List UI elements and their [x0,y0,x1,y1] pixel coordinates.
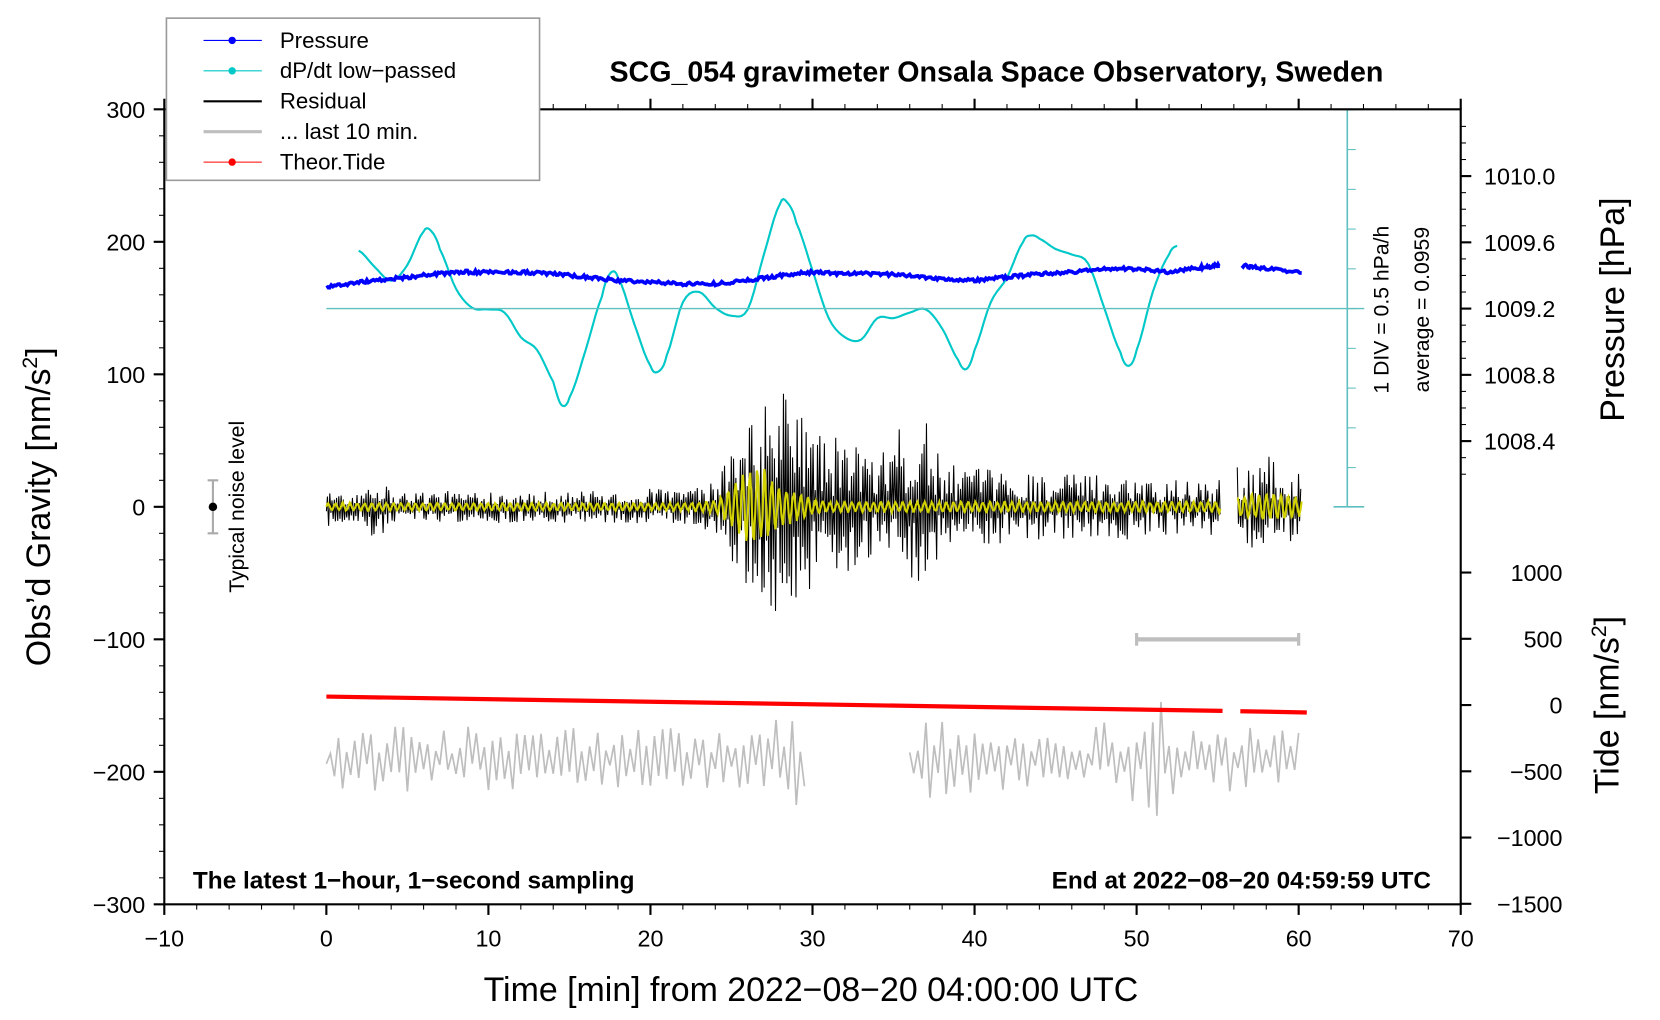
tide-tick-label: −1500 [1497,891,1563,917]
x-tick-label: 70 [1448,926,1474,952]
y-axis-title-left: Obs’d Gravity [nm/s2] [19,347,58,666]
x-tick-label: 20 [637,926,663,952]
legend-swatch-dot [228,158,236,166]
legend-swatch-dot [228,36,236,45]
y-tick-label-left: 0 [132,494,145,520]
y-tick-label-left: −100 [93,627,146,653]
y-axis-title-tide: Tide [nm/s2] [1588,616,1627,794]
series-last10-line [325,702,1300,816]
axes-layer: −10 0 10 20 30 40 50 60 703002001000−100−200−300… [93,97,1563,952]
y-tick-label-left: 300 [106,97,145,123]
x-tick-label: 40 [962,926,988,952]
tide-tick-label: 500 [1524,626,1563,652]
tide-tick-label: 1000 [1511,560,1563,586]
dpdt-scale-label: 1 DIV = 0.5 hPa/h [1371,226,1394,394]
y-tick-label-left: 200 [106,229,145,255]
pressure-tick-label: 1010.0 [1484,164,1555,190]
plot-frame [163,108,1462,906]
x-tick-label: −10 [145,926,185,952]
pressure-tick-label: 1009.6 [1484,230,1555,256]
legend-label: dP/dt low−passed [280,58,456,83]
pressure-tick-label: 1009.2 [1484,296,1555,322]
noise-level-label: Typical noise level [226,421,249,593]
legend-entry: Theor.Tide [203,150,386,175]
x-tick-label: 10 [475,926,501,952]
noise-level-dot [208,502,218,512]
x-tick-label: 0 [320,926,333,952]
legend-entry: dP/dt low−passed [203,58,456,83]
series-residual-filtered-line [325,468,1303,541]
pressure-tick-label: 1008.8 [1484,362,1555,388]
x-axis-title: Time [min] from 2022−08−20 04:00:00 UTC [484,971,1139,1009]
chart-title: SCG_054 gravimeter Onsala Space Observat… [609,57,1383,89]
legend-label: Theor.Tide [280,150,386,175]
legend-entry: Pressure [203,28,369,53]
tide-tick-label: 0 [1550,693,1563,719]
legend-label: Residual [280,89,367,114]
annotation-bottom-right: End at 2022−08−20 04:59:59 UTC [1052,867,1431,894]
series-tide-line [326,694,1307,715]
y-tick-label-left: 100 [106,362,145,388]
legend-entry: Residual [203,89,367,114]
x-tick-label: 50 [1124,926,1150,952]
tide-tick-label: −1000 [1497,825,1563,851]
series-layer [325,197,1307,816]
dpdt-average-label: average = 0.0959 [1411,227,1434,393]
legend-swatch-dot [228,67,236,75]
annotation-bottom-left: The latest 1−hour, 1−second sampling [193,867,635,894]
legend-entry: ... last 10 min. [203,119,419,144]
x-tick-label: 60 [1286,926,1312,952]
legend: Pressure dP/dt low−passed Residual ... last… [165,17,541,182]
y-tick-label-left: −300 [93,892,146,918]
legend-label: ... last 10 min. [280,119,419,144]
y-axis-title-pressure: Pressure [hPa] [1594,198,1632,422]
series-dpdt-line [358,197,1178,408]
pressure-tick-label: 1008.4 [1484,429,1555,455]
legend-label: Pressure [280,28,369,53]
series-pressure-line [325,260,1302,290]
x-tick-label: 30 [800,926,826,952]
y-tick-label-left: −200 [93,759,146,785]
tide-tick-label: −500 [1510,759,1563,785]
legend-box [165,17,541,182]
